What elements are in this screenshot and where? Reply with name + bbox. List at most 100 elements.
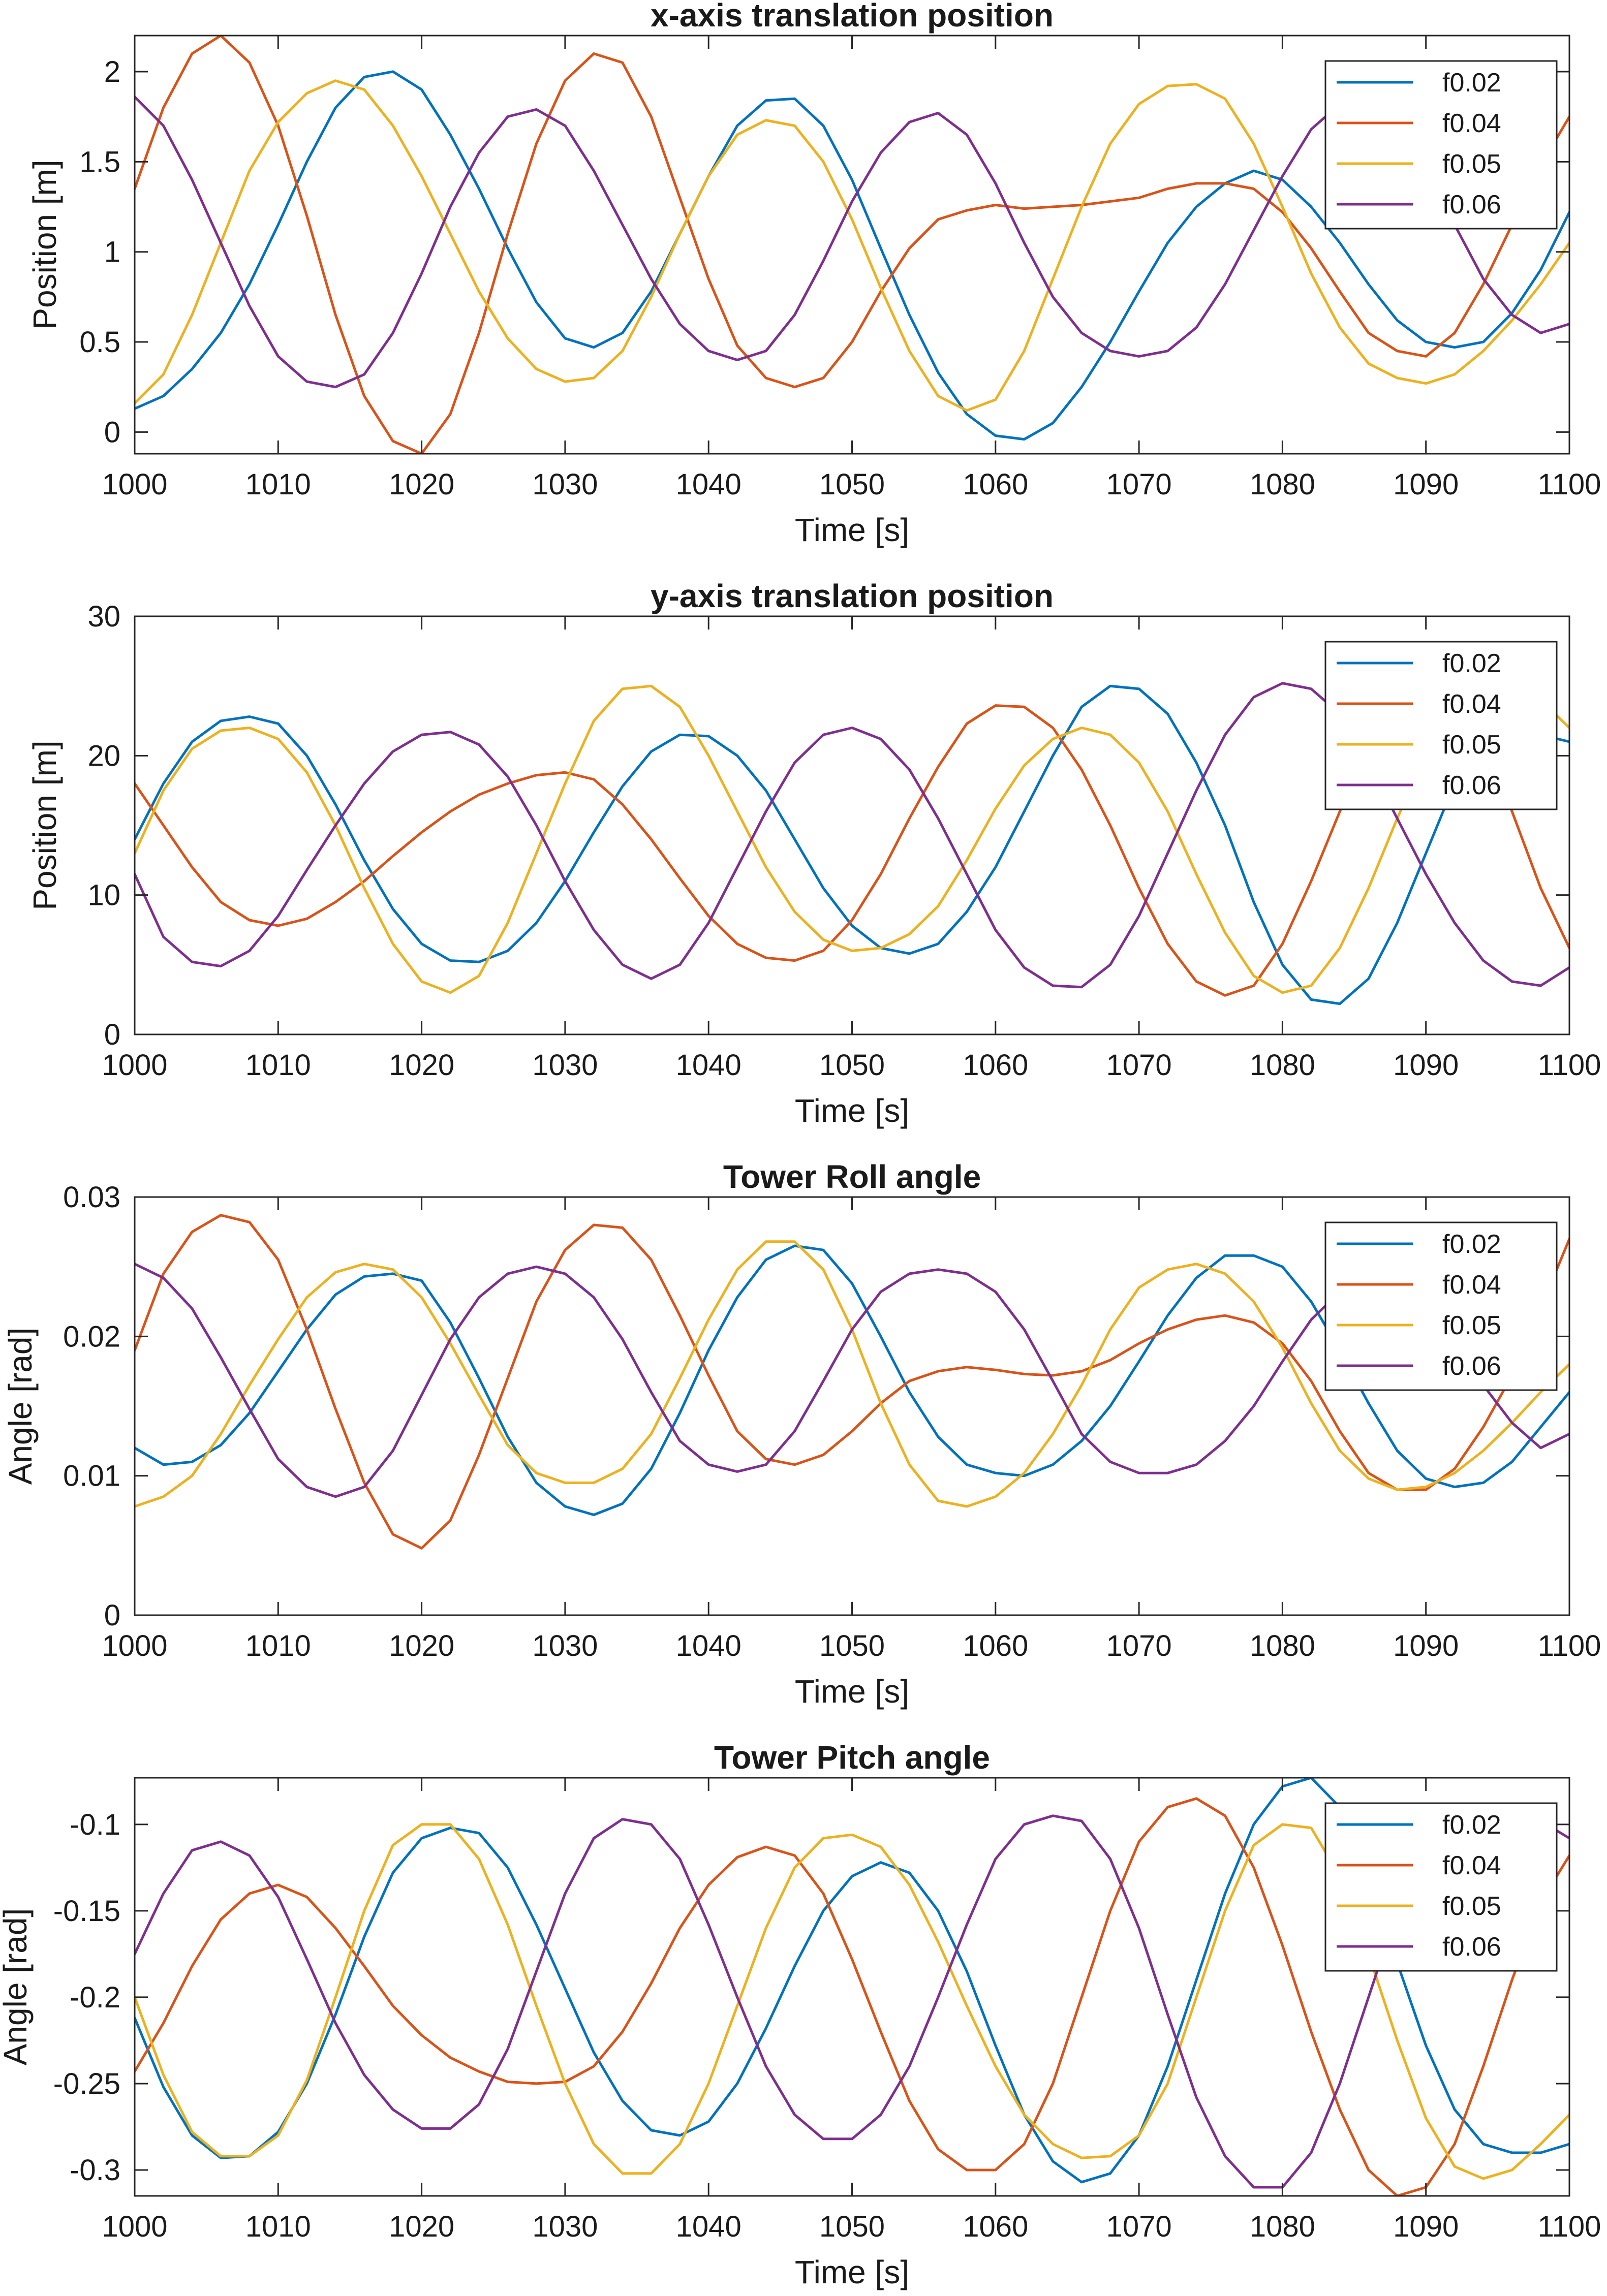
y-tick-label: 0.5	[79, 326, 120, 359]
legend-label: f0.02	[1442, 68, 1501, 98]
legend-label: f0.02	[1442, 1810, 1501, 1840]
legend-label: f0.02	[1442, 1230, 1501, 1259]
series-line-f0-05	[135, 79, 1569, 412]
x-axis-label: Time [s]	[795, 512, 909, 548]
x-tick-label: 1040	[676, 1049, 741, 1082]
x-tick-label: 1080	[1250, 1629, 1315, 1662]
x-tick-label: 1010	[245, 1049, 311, 1082]
legend-label: f0.05	[1442, 730, 1501, 760]
legend: f0.02 f0.04 f0.05 f0.06	[1324, 1802, 1558, 1972]
x-tick-label: 1100	[1538, 468, 1601, 501]
x-tick-label: 1040	[676, 2210, 741, 2243]
legend-label: f0.04	[1442, 1270, 1501, 1300]
x-tick-label: 1020	[389, 1049, 454, 1082]
series-line-f0-02	[135, 70, 1569, 441]
legend-label: f0.06	[1442, 190, 1501, 219]
y-tick-label: -0.1	[70, 1808, 120, 1841]
y-tick-label: -0.2	[70, 1981, 120, 2014]
subplot-1: 1000 1010 1020 1030 1040 1050 1060 1070 1080 1090…	[26, 0, 1601, 548]
legend-label: f0.05	[1442, 1311, 1501, 1340]
subplot-2: 1000 1010 1020 1030 1040 1050 1060 1070 1080 1090…	[26, 578, 1601, 1129]
y-tick-label: 1.5	[79, 145, 120, 178]
y-tick-label: 0	[104, 416, 120, 449]
legend: f0.02 f0.04 f0.05 f0.06	[1324, 641, 1558, 810]
legend-box	[1324, 641, 1558, 810]
x-tick-label: 1030	[532, 468, 598, 501]
legend-label: f0.04	[1442, 689, 1501, 719]
x-tick-label: 1060	[963, 1049, 1028, 1082]
y-tick-label: -0.25	[53, 2067, 120, 2100]
x-tick-label: 1060	[963, 1629, 1028, 1662]
x-tick-label: 1090	[1393, 1049, 1459, 1082]
x-tick-label: 1050	[819, 468, 885, 501]
x-tick-label: 1030	[532, 2210, 598, 2243]
legend-label: f0.06	[1442, 1351, 1501, 1381]
x-tick-label: 1070	[1106, 1629, 1172, 1662]
x-tick-label: 1080	[1250, 2210, 1315, 2243]
x-tick-label: 1030	[532, 1629, 598, 1662]
y-tick-label: 0	[104, 1018, 120, 1051]
chart-title: x-axis translation position	[651, 0, 1054, 34]
x-tick-label: 1000	[102, 2210, 167, 2243]
y-tick-label: -0.3	[70, 2154, 120, 2187]
legend-label: f0.04	[1442, 1851, 1501, 1880]
x-axis-label: Time [s]	[795, 2254, 909, 2290]
y-tick-label: 0.02	[63, 1320, 120, 1353]
series-line-f0-02	[135, 1778, 1569, 2184]
x-tick-label: 1050	[819, 1049, 885, 1082]
series-line-f0-05	[135, 678, 1569, 994]
x-tick-label: 1000	[102, 1629, 167, 1662]
x-tick-label: 1100	[1538, 2210, 1601, 2243]
x-tick-label: 1020	[389, 468, 454, 501]
y-tick-label: 10	[87, 879, 120, 912]
x-axis-label: Time [s]	[795, 1673, 909, 1710]
legend-label: f0.06	[1442, 1932, 1501, 1962]
x-tick-label: 1000	[102, 468, 167, 501]
y-axis-label: Angle [rad]	[2, 1328, 39, 1485]
x-tick-label: 1010	[245, 468, 311, 501]
legend: f0.02 f0.04 f0.05 f0.06	[1324, 60, 1558, 230]
series-line-f0-04	[135, 691, 1569, 997]
y-axis-label: Position [m]	[26, 160, 63, 329]
series-line-f0-04	[135, 36, 1569, 454]
legend-label: f0.05	[1442, 149, 1501, 179]
y-tick-label: 20	[87, 739, 120, 772]
x-tick-label: 1000	[102, 1049, 167, 1082]
x-axis-label: Time [s]	[795, 1092, 909, 1129]
chart-title: y-axis translation position	[651, 578, 1054, 614]
y-tick-label: 1	[104, 236, 120, 269]
y-tick-label: 0.01	[63, 1460, 120, 1493]
x-tick-label: 1010	[245, 2210, 311, 2243]
legend-label: f0.04	[1442, 109, 1501, 138]
x-tick-label: 1080	[1250, 468, 1315, 501]
x-tick-label: 1100	[1538, 1049, 1601, 1082]
y-tick-label: -0.15	[53, 1895, 120, 1928]
series-group	[135, 36, 1569, 454]
series-line-f0-06	[135, 1802, 1569, 2189]
legend-label: f0.06	[1442, 771, 1501, 800]
chart-title: Tower Pitch angle	[714, 1739, 990, 1776]
x-tick-label: 1090	[1393, 468, 1459, 501]
x-tick-label: 1040	[676, 1629, 741, 1662]
x-tick-label: 1060	[963, 468, 1028, 501]
legend-label: f0.02	[1442, 649, 1501, 678]
x-tick-label: 1070	[1106, 1049, 1172, 1082]
x-tick-label: 1020	[389, 1629, 454, 1662]
legend-box	[1324, 1802, 1558, 1972]
x-tick-label: 1050	[819, 2210, 885, 2243]
x-tick-label: 1010	[245, 1629, 311, 1662]
subplot-4: 1000 1010 1020 1030 1040 1050 1060 1070 1080 1090…	[0, 1739, 1601, 2290]
y-tick-label: 2	[104, 55, 120, 88]
subplot-3: 1000 1010 1020 1030 1040 1050 1060 1070 1080 1090…	[2, 1158, 1601, 1710]
series-line-f0-02	[135, 684, 1569, 1005]
y-tick-label: 30	[87, 600, 120, 633]
x-tick-label: 1090	[1393, 2210, 1459, 2243]
x-tick-label: 1070	[1106, 468, 1172, 501]
x-tick-label: 1050	[819, 1629, 885, 1662]
x-tick-label: 1070	[1106, 2210, 1172, 2243]
legend: f0.02 f0.04 f0.05 f0.06	[1324, 1221, 1558, 1391]
legend-box	[1324, 1221, 1558, 1391]
x-tick-label: 1080	[1250, 1049, 1315, 1082]
x-tick-label: 1020	[389, 2210, 454, 2243]
